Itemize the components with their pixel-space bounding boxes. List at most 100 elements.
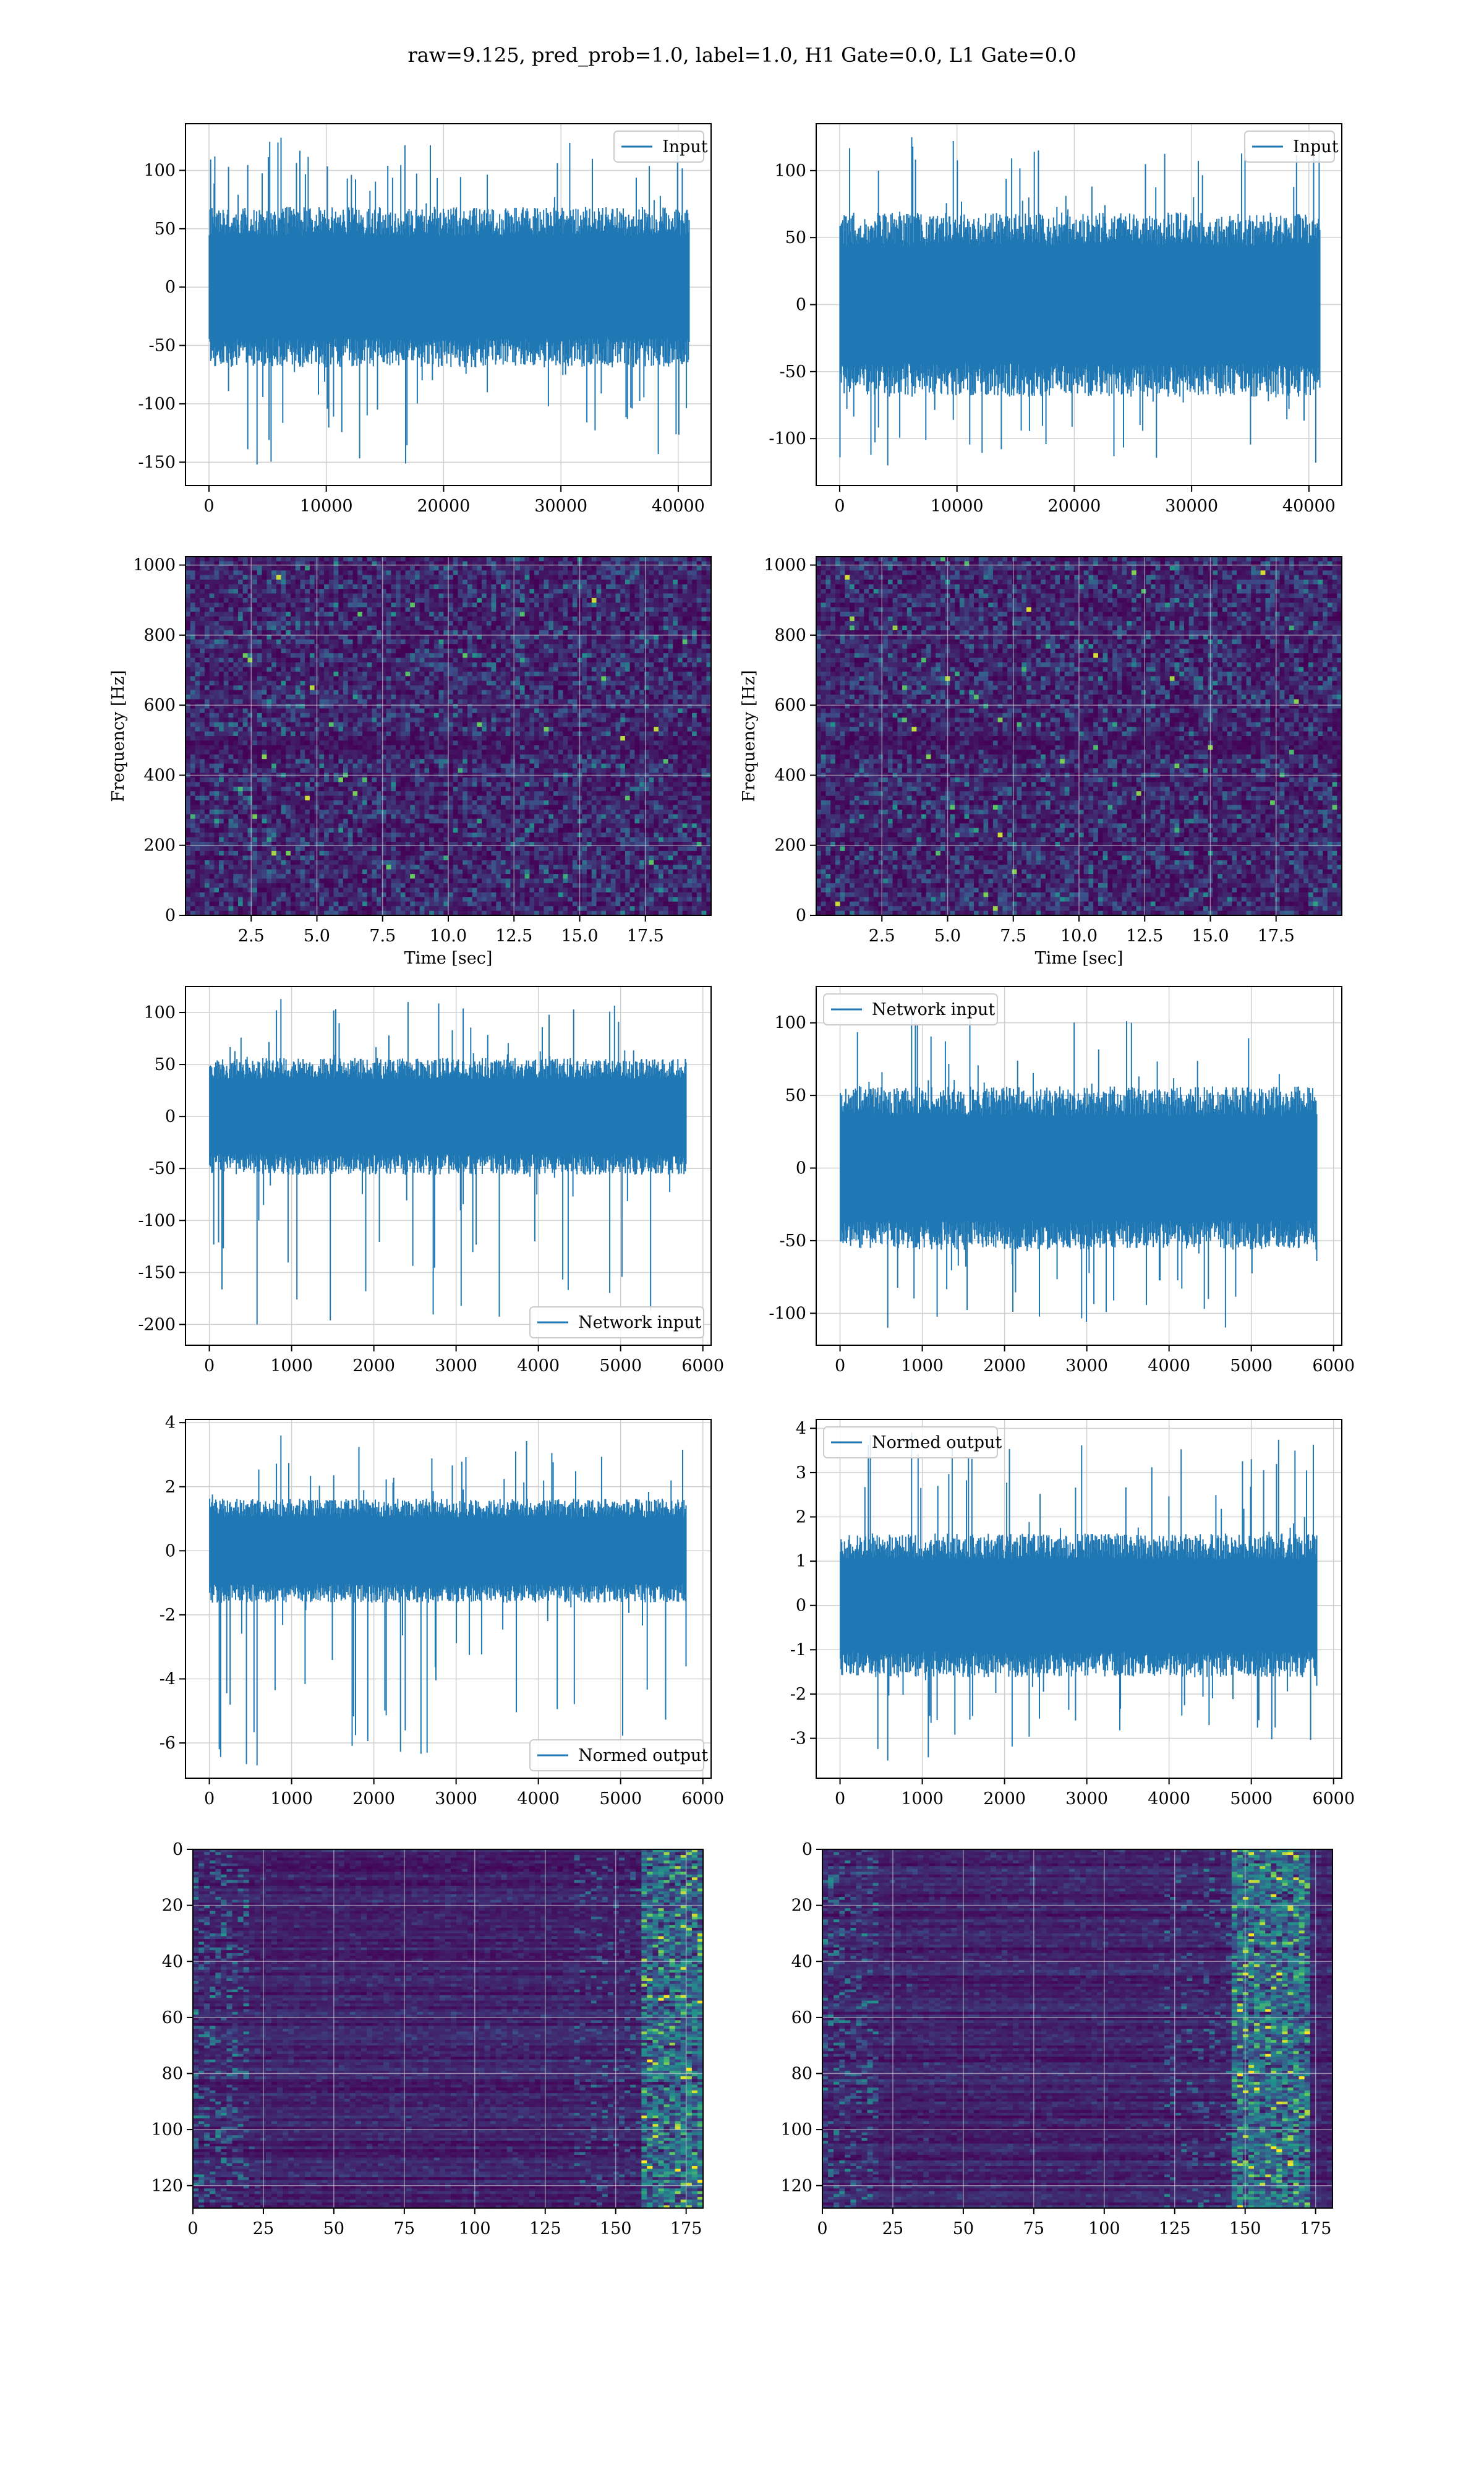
x-tick-label: 2.5 — [869, 927, 895, 946]
legend: Normed output — [824, 1427, 1002, 1458]
y-tick-label: 50 — [785, 1086, 806, 1105]
x-tick-label: 7.5 — [1000, 927, 1026, 946]
y-tick-label: 400 — [774, 766, 806, 785]
x-tick-label: 40000 — [652, 497, 705, 516]
x-tick-label: 1000 — [901, 1356, 944, 1376]
x-tick-label: 175 — [670, 2219, 702, 2238]
y-tick-label: 200 — [774, 836, 806, 855]
x-tick-label: 5000 — [599, 1356, 642, 1376]
y-tick-label: 0 — [165, 1107, 176, 1126]
x-tick-label: 75 — [1023, 2219, 1044, 2238]
panel-4: 2.5 5.0 7.5 10.0 12.5 15.0 17.5020040060080010… — [740, 556, 1342, 968]
x-tick-label: 5.0 — [304, 927, 330, 946]
legend: Normed output — [530, 1740, 708, 1771]
x-tick-label: 5.0 — [934, 927, 961, 946]
y-tick-label: 0 — [165, 1541, 176, 1560]
y-tick-label: -100 — [138, 1211, 176, 1230]
y-tick-label: 40 — [162, 1952, 183, 1971]
legend: Network input — [530, 1307, 704, 1338]
legend: Input — [1245, 131, 1339, 162]
x-tick-label: 25 — [882, 2219, 903, 2238]
panel-3: 2.5 5.0 7.5 10.0 12.5 15.0 17.5020040060080010… — [109, 556, 712, 968]
y-tick-label: -1 — [790, 1640, 806, 1659]
y-tick-label: 600 — [143, 696, 176, 715]
y-tick-label: 20 — [791, 1896, 812, 1915]
x-tick-label: 6000 — [681, 1789, 724, 1808]
x-tick-label: 1000 — [270, 1789, 313, 1808]
x-tick-label: 0 — [204, 1789, 215, 1808]
x-tick-label: 0 — [204, 1356, 215, 1376]
y-tick-label: 0 — [173, 1840, 183, 1859]
x-tick-label: 6000 — [1312, 1356, 1355, 1376]
legend-label: Normed output — [578, 1746, 708, 1765]
x-axis-label: Time [sec] — [1035, 949, 1124, 968]
x-tick-label: 15.0 — [561, 927, 598, 946]
x-tick-label: 7.5 — [369, 927, 396, 946]
y-tick-label: 50 — [785, 228, 806, 247]
x-tick-label: 30000 — [1165, 497, 1218, 516]
x-tick-label: 0 — [834, 497, 845, 516]
x-tick-label: 150 — [1229, 2219, 1261, 2238]
y-tick-label: 1 — [796, 1552, 806, 1571]
x-tick-label: 25 — [253, 2219, 274, 2238]
x-tick-label: 2000 — [352, 1789, 395, 1808]
y-tick-label: -50 — [149, 336, 176, 356]
y-tick-label: 120 — [151, 2177, 183, 2196]
x-tick-label: 1000 — [901, 1789, 944, 1808]
y-tick-label: 0 — [796, 906, 806, 925]
y-tick-label: 60 — [162, 2008, 183, 2027]
y-tick-label: 100 — [774, 161, 806, 181]
legend-label: Network input — [578, 1313, 701, 1332]
legend: Input — [614, 131, 708, 162]
x-tick-label: 20000 — [417, 497, 470, 516]
x-tick-label: 15.0 — [1192, 927, 1229, 946]
y-tick-label: 80 — [162, 2065, 183, 2084]
y-tick-label: 400 — [143, 766, 176, 785]
x-tick-label: 0 — [835, 1356, 845, 1376]
y-tick-label: 40 — [791, 1952, 812, 1971]
x-tick-label: 6000 — [1312, 1789, 1355, 1808]
y-tick-label: 100 — [143, 161, 176, 180]
y-tick-label: -4 — [160, 1669, 176, 1689]
y-tick-label: 0 — [802, 1840, 812, 1859]
x-tick-label: 2.5 — [238, 927, 265, 946]
y-tick-label: -200 — [138, 1315, 176, 1334]
x-tick-label: 5000 — [1230, 1356, 1273, 1376]
x-tick-label: 5000 — [599, 1789, 642, 1808]
x-tick-label: 125 — [529, 2219, 561, 2238]
x-tick-label: 3000 — [435, 1356, 477, 1376]
heatmap-image — [193, 1849, 704, 2209]
y-tick-label: -2 — [790, 1685, 806, 1704]
x-tick-label: 100 — [1088, 2219, 1120, 2238]
x-tick-label: 12.5 — [1126, 927, 1163, 946]
series-fill — [210, 1520, 687, 1582]
x-tick-label: 1000 — [270, 1356, 313, 1376]
x-tick-label: 5000 — [1230, 1789, 1273, 1808]
x-tick-label: 75 — [394, 2219, 415, 2238]
x-tick-label: 12.5 — [495, 927, 532, 946]
y-axis-label: Frequency [Hz] — [740, 670, 759, 802]
y-tick-label: 0 — [796, 1596, 806, 1616]
y-axis-label: Frequency [Hz] — [109, 670, 128, 802]
y-tick-label: 200 — [143, 836, 176, 855]
x-tick-label: 6000 — [681, 1356, 724, 1376]
y-tick-label: -100 — [769, 429, 806, 448]
y-tick-label: 0 — [796, 1159, 806, 1178]
x-tick-label: 50 — [953, 2219, 974, 2238]
y-tick-label: 100 — [780, 2120, 812, 2139]
series-fill — [840, 1562, 1318, 1649]
x-tick-label: 50 — [323, 2219, 344, 2238]
y-tick-label: 600 — [774, 696, 806, 715]
y-tick-label: -100 — [769, 1304, 806, 1323]
x-tick-label: 4000 — [517, 1789, 560, 1808]
x-tick-label: 175 — [1300, 2219, 1332, 2238]
y-tick-label: 2 — [796, 1508, 806, 1527]
y-tick-label: 100 — [774, 1014, 806, 1033]
x-axis-label: Time [sec] — [404, 949, 493, 968]
y-tick-label: 100 — [143, 1003, 176, 1022]
x-tick-label: 100 — [459, 2219, 491, 2238]
series-fill — [840, 1119, 1318, 1217]
y-tick-label: 1000 — [764, 556, 806, 575]
